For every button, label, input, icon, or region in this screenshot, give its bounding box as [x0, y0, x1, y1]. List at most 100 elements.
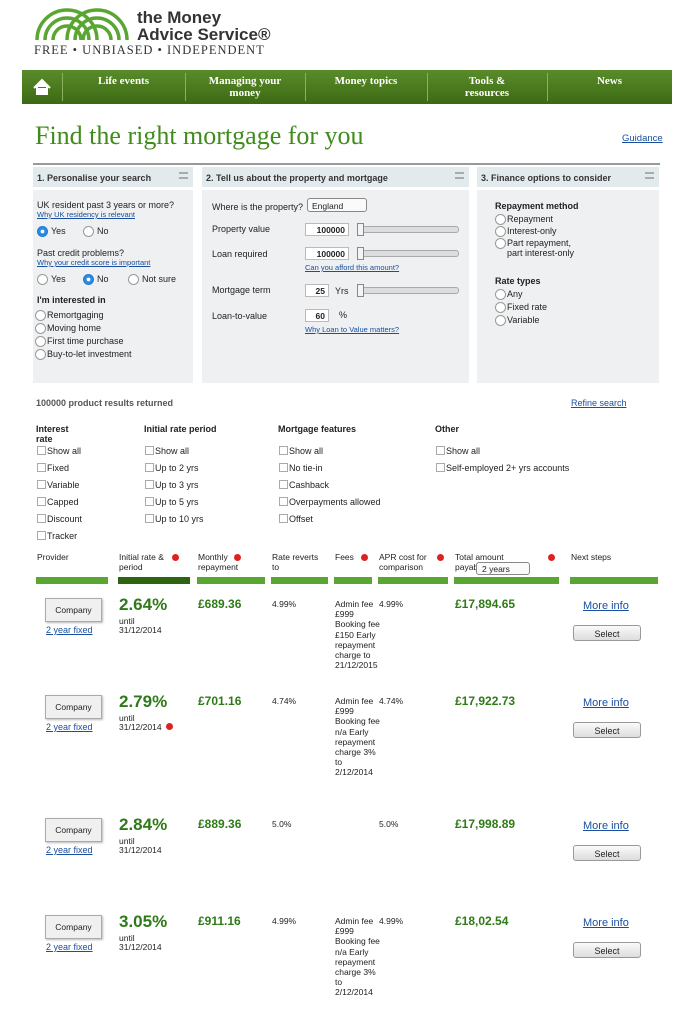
option-label: Part repayment, part interest-only [507, 238, 575, 258]
initial-rate: 2.84% [119, 815, 168, 834]
reverts-rate: 5.0% [272, 819, 292, 829]
until-date: 31/12/2014 [119, 845, 162, 855]
slider-handle[interactable] [357, 247, 364, 260]
nav-item[interactable]: Life events [97, 75, 149, 87]
filter-option: Capped [47, 497, 79, 507]
filter-option: Up to 3 yrs [155, 480, 199, 490]
text-input[interactable]: 100000 [305, 223, 349, 236]
checkbox[interactable] [37, 480, 46, 489]
text-input[interactable]: 60 [305, 309, 329, 322]
slider-track[interactable] [357, 226, 459, 233]
refine-link[interactable]: Refine search [571, 398, 627, 408]
product-link[interactable]: 2 year fixed [46, 625, 93, 635]
help-link[interactable]: Why Loan to Value matters? [305, 325, 400, 334]
filter-option: Discount [47, 514, 83, 524]
checkbox[interactable] [436, 446, 445, 455]
radio-button[interactable] [495, 289, 506, 300]
product-link[interactable]: 2 year fixed [46, 722, 93, 732]
total-payable: £17,894.65 [455, 597, 516, 611]
select-button[interactable]: Select [573, 625, 641, 641]
slider-track[interactable] [357, 250, 459, 257]
sort-bar[interactable] [118, 577, 190, 584]
sort-bar[interactable] [454, 577, 559, 584]
checkbox[interactable] [279, 446, 288, 455]
option-label: No [97, 274, 109, 284]
column-header: Initial rate & period [119, 552, 164, 572]
radio-button[interactable] [83, 226, 94, 237]
initial-rate: 2.79% [119, 692, 168, 711]
help-link[interactable]: Why your credit score is important [37, 258, 151, 267]
radio-button[interactable] [495, 226, 506, 237]
filter-heading: Other [435, 424, 460, 434]
home-icon[interactable] [22, 70, 62, 104]
checkbox[interactable] [145, 514, 154, 523]
select-button[interactable]: Select [573, 942, 641, 958]
radio-button[interactable] [495, 238, 506, 249]
radio-button[interactable] [495, 214, 506, 225]
checkbox[interactable] [145, 480, 154, 489]
text-input[interactable]: 100000 [305, 247, 349, 260]
checkbox[interactable] [37, 463, 46, 472]
more-info-link[interactable]: More info [583, 820, 629, 832]
checkbox[interactable] [279, 497, 288, 506]
filter-option: Show all [155, 446, 190, 456]
sort-bar[interactable] [334, 577, 372, 584]
radio-button[interactable] [128, 274, 139, 285]
checkbox[interactable] [145, 446, 154, 455]
radio-button[interactable] [35, 323, 46, 334]
more-info-link[interactable]: More info [583, 917, 629, 929]
nav-item[interactable]: Money topics [334, 75, 398, 87]
until-date: 31/12/2014 [119, 722, 162, 732]
checkbox[interactable] [279, 514, 288, 523]
filter-option: Show all [446, 446, 481, 456]
checkbox[interactable] [37, 497, 46, 506]
nav-item[interactable]: Managing your money [208, 75, 282, 99]
section-heading: I'm interested in [37, 295, 106, 305]
fees: Admin fee £999 Booking fee n/a Early rep… [335, 916, 380, 998]
slider-handle[interactable] [357, 284, 364, 297]
more-info-link[interactable]: More info [583, 697, 629, 709]
sort-bar[interactable] [36, 577, 108, 584]
sort-bar[interactable] [197, 577, 265, 584]
select[interactable]: England [307, 198, 367, 212]
sort-bar[interactable] [570, 577, 658, 584]
slider-track[interactable] [357, 287, 459, 294]
help-link[interactable]: Can you afford this amount? [305, 263, 400, 272]
checkbox[interactable] [436, 463, 445, 472]
checkbox[interactable] [37, 514, 46, 523]
checkbox[interactable] [37, 446, 46, 455]
radio-button[interactable] [35, 336, 46, 347]
nav-item[interactable]: News [596, 75, 623, 87]
more-info-link[interactable]: More info [583, 600, 629, 612]
radio-button[interactable] [37, 274, 48, 285]
panel-header [33, 167, 193, 187]
panel-body: UK resident past 3 years or more? Why UK … [33, 190, 193, 383]
select-button[interactable]: Select [573, 722, 641, 738]
product-link[interactable]: 2 year fixed [46, 845, 93, 855]
select-button[interactable]: Select [573, 845, 641, 861]
radio-button[interactable] [37, 226, 48, 237]
nav-item[interactable]: Tools & resources [464, 75, 510, 99]
checkbox[interactable] [37, 531, 46, 540]
checkbox[interactable] [279, 480, 288, 489]
column-header: Next steps [571, 552, 612, 562]
sort-bar[interactable] [378, 577, 448, 584]
checkbox[interactable] [145, 463, 154, 472]
slider-handle[interactable] [357, 223, 364, 236]
radio-button[interactable] [83, 274, 94, 285]
help-link[interactable]: Why UK residency is relevant [37, 210, 135, 219]
apr: 4.99% [379, 916, 404, 926]
radio-button[interactable] [495, 302, 506, 313]
period-select[interactable]: 2 years [476, 562, 530, 575]
checkbox[interactable] [279, 463, 288, 472]
sort-bar[interactable] [271, 577, 328, 584]
radio-button[interactable] [35, 310, 46, 321]
filter-option: Variable [47, 480, 80, 490]
radio-button[interactable] [495, 315, 506, 326]
guidance-link[interactable]: Guidance [622, 133, 663, 144]
radio-button[interactable] [35, 349, 46, 360]
filter-option: Self-employed 2+ yrs accounts [446, 463, 570, 473]
text-input[interactable]: 25 [305, 284, 329, 297]
checkbox[interactable] [145, 497, 154, 506]
product-link[interactable]: 2 year fixed [46, 942, 93, 952]
